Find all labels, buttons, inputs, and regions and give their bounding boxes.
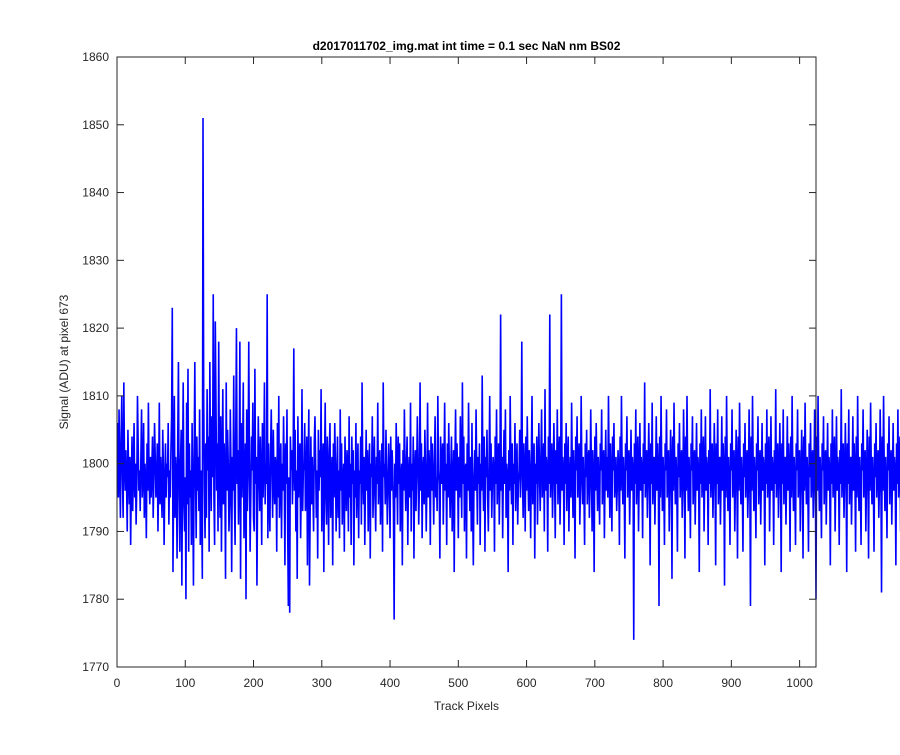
x-tick-label: 0 — [114, 676, 121, 690]
x-tick-label: 800 — [653, 676, 673, 690]
y-tick-label: 1770 — [82, 660, 109, 674]
x-tick-label: 1000 — [786, 676, 813, 690]
x-tick-label: 100 — [175, 676, 195, 690]
series-layer — [116, 117, 900, 640]
axes-box — [116, 56, 817, 668]
y-tick-label: 1860 — [82, 50, 109, 64]
x-tick-label: 500 — [448, 676, 468, 690]
x-tick-label: 300 — [312, 676, 332, 690]
x-axis-label: Track Pixels — [434, 699, 499, 713]
plot-area — [117, 57, 816, 667]
series-line-0 — [116, 117, 900, 640]
y-tick-label: 1840 — [82, 186, 109, 200]
y-tick-label: 1830 — [82, 253, 109, 267]
chart-title: d2017011702_img.mat int time = 0.1 sec N… — [313, 39, 621, 53]
y-tick-label: 1780 — [82, 592, 109, 606]
y-tick-label: 1790 — [82, 524, 109, 538]
x-tick-label: 700 — [585, 676, 605, 690]
y-axis-label: Signal (ADU) at pixel 673 — [57, 294, 71, 429]
y-tick-label: 1850 — [82, 118, 109, 132]
axes-layer: 0 100 200 300 400 500 600 700 800 900 1000 1770 1780… — [82, 50, 817, 690]
y-tick-label: 1820 — [82, 321, 109, 335]
x-tick-label: 900 — [721, 676, 741, 690]
y-tick-label: 1800 — [82, 457, 109, 471]
x-tick-label: 400 — [380, 676, 400, 690]
y-tick-label: 1810 — [82, 389, 109, 403]
x-tick-label: 200 — [244, 676, 264, 690]
x-tick-label: 600 — [517, 676, 537, 690]
